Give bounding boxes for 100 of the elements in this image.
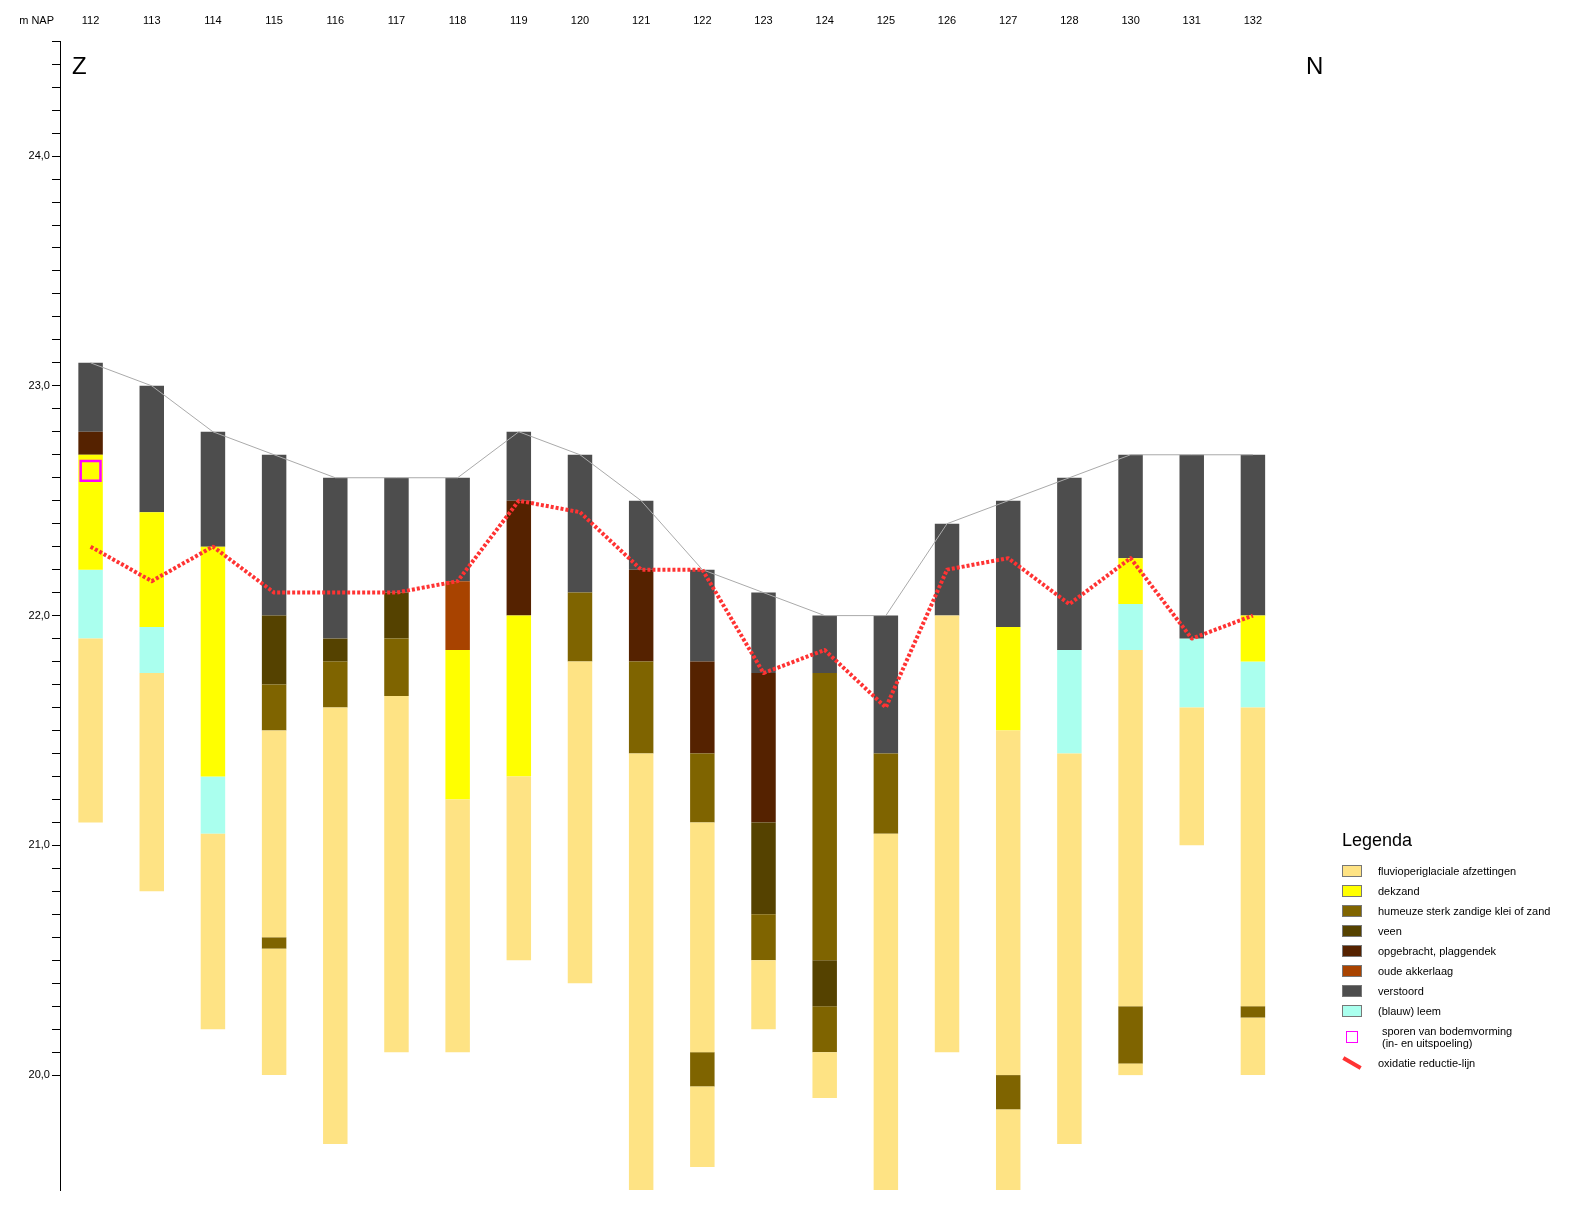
x-tick-label: 120 bbox=[570, 13, 590, 26]
legend-label: (blauw) leem bbox=[1378, 1005, 1441, 1017]
bar bbox=[628, 661, 654, 754]
bar bbox=[1057, 753, 1082, 1145]
bar bbox=[1057, 477, 1082, 651]
bar bbox=[445, 581, 470, 651]
bar bbox=[690, 822, 715, 1053]
bar bbox=[751, 592, 776, 674]
y-tick-label: 23,0 bbox=[28, 378, 50, 391]
legend-title: Legenda bbox=[1342, 830, 1414, 851]
bar bbox=[261, 730, 287, 938]
x-tick-label: 115 bbox=[265, 13, 283, 26]
legend-label: dekzand bbox=[1378, 885, 1420, 897]
x-tick-label: 132 bbox=[1243, 13, 1263, 26]
bar bbox=[78, 569, 103, 639]
bar bbox=[751, 673, 776, 823]
bar bbox=[995, 1075, 1021, 1110]
bar bbox=[812, 673, 837, 961]
x-tick-label: 125 bbox=[876, 13, 896, 26]
bar bbox=[78, 454, 103, 570]
x-tick-label: 117 bbox=[387, 13, 406, 26]
bar bbox=[139, 673, 164, 892]
bar bbox=[78, 638, 103, 823]
bar bbox=[812, 1052, 837, 1099]
bar bbox=[1118, 1063, 1143, 1076]
bar bbox=[261, 615, 287, 685]
bar bbox=[384, 592, 409, 639]
bar bbox=[506, 615, 532, 777]
bar bbox=[751, 960, 776, 1030]
bar bbox=[812, 960, 837, 1007]
bar bbox=[200, 431, 226, 547]
bar bbox=[1118, 558, 1143, 605]
bar bbox=[1179, 707, 1204, 846]
bar bbox=[1240, 1006, 1266, 1018]
bar bbox=[261, 454, 287, 616]
x-tick-label: 119 bbox=[510, 13, 528, 26]
bar bbox=[690, 661, 715, 754]
bar bbox=[1118, 1006, 1143, 1064]
bar bbox=[261, 684, 287, 731]
bar bbox=[812, 1006, 837, 1053]
bar bbox=[384, 696, 409, 1053]
bar bbox=[628, 569, 654, 662]
text: N bbox=[1306, 52, 1324, 80]
x-tick-label: 127 bbox=[999, 13, 1018, 26]
legend-label: veen bbox=[1378, 925, 1402, 937]
bar bbox=[139, 385, 164, 513]
bar bbox=[873, 753, 899, 834]
annotation: Z bbox=[72, 52, 87, 80]
x-tick-label: 121 bbox=[631, 13, 651, 26]
bar bbox=[1240, 615, 1266, 662]
legend-label: verstoord bbox=[1378, 985, 1424, 997]
bar bbox=[690, 1086, 715, 1168]
bar bbox=[1240, 1017, 1266, 1076]
bar bbox=[751, 914, 776, 961]
bar bbox=[690, 753, 715, 823]
bar bbox=[384, 477, 409, 593]
legend-label: fluvioperiglaciale afzettingen bbox=[1378, 865, 1517, 877]
legend-label: oude akkerlaag bbox=[1378, 965, 1454, 977]
bar bbox=[139, 627, 164, 674]
y-tick-label: 20,0 bbox=[28, 1068, 50, 1081]
bar bbox=[934, 523, 960, 616]
bar bbox=[1118, 454, 1143, 559]
bar bbox=[78, 362, 103, 432]
y-tick-label: 21,0 bbox=[28, 838, 50, 851]
bar bbox=[690, 1052, 715, 1087]
bar bbox=[78, 431, 103, 455]
bar bbox=[995, 627, 1021, 731]
bar bbox=[445, 477, 470, 582]
x-tick-label: 126 bbox=[937, 13, 957, 26]
bar bbox=[445, 799, 470, 1053]
bar bbox=[506, 776, 532, 961]
bar bbox=[139, 512, 164, 628]
bar bbox=[751, 822, 776, 915]
legend-label: oxidatie reductie-lijn bbox=[1378, 1057, 1476, 1069]
bar bbox=[1240, 454, 1266, 616]
bar bbox=[1240, 661, 1266, 708]
y-tick-label: 24,0 bbox=[28, 149, 50, 162]
bar bbox=[323, 638, 348, 662]
x-tick-label: 124 bbox=[815, 13, 834, 26]
bar bbox=[1179, 638, 1204, 708]
line-series bbox=[88, 498, 1255, 710]
bar bbox=[628, 753, 654, 1190]
bar bbox=[384, 638, 409, 697]
x-tick-label: 114 bbox=[204, 13, 222, 26]
y-tick-label: 22,0 bbox=[28, 608, 50, 621]
legend-label: humeuze sterk zandige klei of zand bbox=[1378, 905, 1551, 917]
bar bbox=[261, 948, 287, 1076]
bar bbox=[567, 592, 593, 662]
bar bbox=[873, 615, 899, 754]
x-tick-label: 122 bbox=[693, 13, 712, 26]
bar bbox=[323, 707, 348, 1145]
x-tick-label: 130 bbox=[1121, 13, 1140, 26]
bar bbox=[934, 615, 960, 1053]
bar bbox=[1179, 454, 1204, 639]
bar bbox=[567, 661, 593, 984]
bar bbox=[445, 650, 470, 800]
x-tick-label: 113 bbox=[142, 13, 161, 26]
bar bbox=[323, 661, 348, 708]
x-tick-label: 118 bbox=[448, 13, 467, 26]
bar bbox=[690, 569, 715, 662]
